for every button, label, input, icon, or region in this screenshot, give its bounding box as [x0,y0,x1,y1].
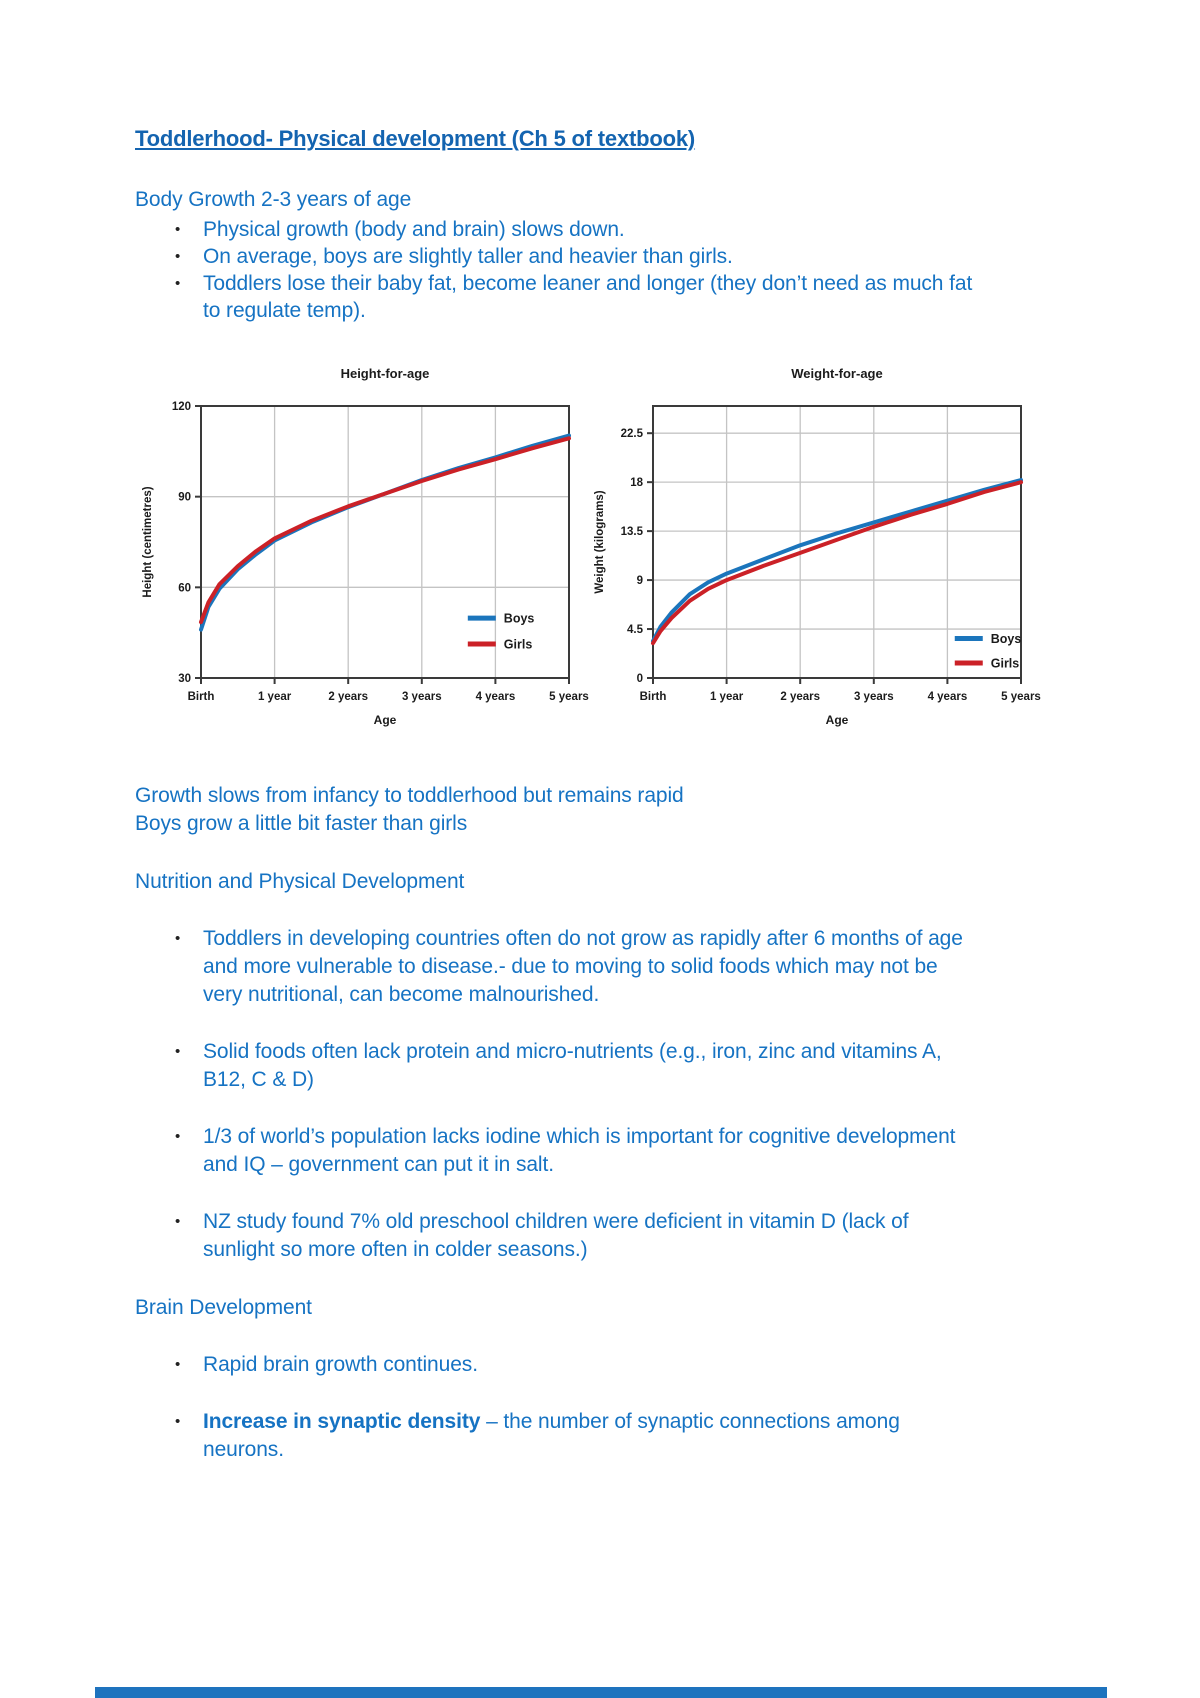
series-line-boys [651,478,1023,643]
list-item: • NZ study found 7% old preschool childre… [135,1208,973,1264]
axis-frame [200,405,570,679]
y-tick-label: 120 [172,401,191,413]
bullet-dot-icon: • [175,1213,181,1230]
next-page-heading-bar [95,1687,1107,1698]
bullet-text: Toddlers lose their baby fat, become lea… [203,272,973,322]
legend-label-boys: Boys [504,612,535,626]
series-line-girls [651,480,1023,646]
x-tick-label: 5 years [1001,691,1041,703]
x-tick-label: 4 years [928,691,968,703]
growth-note-line: Growth slows from infancy to toddlerhood… [135,784,684,807]
x-tick-label: 1 year [710,691,744,703]
y-tick-label: 90 [178,492,191,504]
bullet-dot-icon: • [175,930,181,947]
y-tick-label: 4.5 [627,624,644,636]
x-axis-label: Age [374,713,397,727]
y-tick-label: 60 [178,582,191,594]
bullet-text-bold-lead: Increase in synaptic density [203,1410,481,1433]
bullet-dot-icon: • [175,1413,181,1430]
list-item: • On average, boys are slightly taller an… [135,243,973,270]
bullet-dot-icon: • [175,248,181,265]
y-axis-label: Weight (kilograms) [594,490,606,593]
list-item: • Rapid brain growth continues. [135,1351,973,1379]
y-tick-label: 18 [630,477,643,489]
y-tick-label: 13.5 [621,526,644,538]
bullet-text: Rapid brain growth continues. [203,1353,478,1376]
bullet-dot-icon: • [175,221,181,238]
y-tick-label: 0 [637,673,643,685]
x-tick-label: 1 year [258,691,292,703]
bullet-text: Solid foods often lack protein and micro… [203,1040,942,1091]
body-growth-bullet-list: • Physical growth (body and brain) slows … [135,216,1075,324]
x-tick-label: Birth [640,691,667,703]
y-tick-label: 22.5 [621,428,644,440]
list-item: • Physical growth (body and brain) slows … [135,216,973,243]
page-title: Toddlerhood- Physical development (Ch 5 … [135,126,696,151]
growth-note: Growth slows from infancy to toddlerhood… [135,782,1075,838]
bullet-text: Toddlers in developing countries often d… [203,927,963,1006]
list-item: • Solid foods often lack protein and micr… [135,1038,973,1094]
list-item: • Toddlers in developing countries often … [135,925,973,1009]
y-tick-label: 9 [637,575,643,587]
weight-for-age-chart: Weight-for-age 0 4.5 9 13.5 18 22.5 Birth 1 year… [594,366,1041,727]
chart-title: Weight-for-age [791,366,882,381]
height-for-age-chart: Height-for-age 30 60 90 120 Birth 1 year 2 year… [142,366,589,727]
bullet-dot-icon: • [175,275,181,292]
x-tick-label: 2 years [780,691,820,703]
nutrition-bullet-list: • Toddlers in developing countries often … [135,925,1075,1264]
series-line-boys [199,433,571,632]
brain-heading: Brain Development [135,1296,312,1319]
bullet-text: On average, boys are slightly taller and… [203,245,733,268]
x-axis-label: Age [826,713,849,727]
bullet-dot-icon: • [175,1043,181,1060]
legend-label-girls: Girls [504,638,533,652]
bullet-text: Physical growth (body and brain) slows d… [203,218,625,241]
bullet-text: 1/3 of world’s population lacks iodine w… [203,1125,956,1176]
legend-label-girls: Girls [991,657,1020,671]
bullet-text: – the number of synaptic connections amo… [203,1410,900,1461]
body-growth-heading: Body Growth 2-3 years of age [135,188,412,211]
chart-title: Height-for-age [341,366,430,381]
x-tick-label: 3 years [854,691,894,703]
legend-label-boys: Boys [991,632,1022,646]
x-tick-label: 5 years [549,691,589,703]
y-tick-label: 30 [178,673,191,685]
growth-charts-row: Height-for-age 30 60 90 120 Birth 1 year 2 year… [137,362,1075,734]
x-tick-label: 4 years [476,691,516,703]
bullet-text: NZ study found 7% old preschool children… [203,1210,909,1261]
brain-bullet-list: • Rapid brain growth continues. • Increase… [135,1351,1075,1464]
series-line-girls [199,436,571,625]
bullet-dot-icon: • [175,1356,181,1373]
list-item: • 1/3 of world’s population lacks iodine … [135,1123,973,1179]
bullet-dot-icon: • [175,1128,181,1145]
x-tick-label: 2 years [328,691,368,703]
x-tick-label: 3 years [402,691,442,703]
y-axis-label: Height (centimetres) [142,486,154,597]
x-tick-label: Birth [188,691,215,703]
page-content: Toddlerhood- Physical development (Ch 5 … [135,126,1075,1464]
list-item: • Increase in synaptic density – the numb… [135,1408,973,1464]
list-item: • Toddlers lose their baby fat, become le… [135,270,973,324]
nutrition-heading: Nutrition and Physical Development [135,870,465,893]
axis-frame [652,405,1022,679]
growth-note-line: Boys grow a little bit faster than girls [135,812,468,835]
